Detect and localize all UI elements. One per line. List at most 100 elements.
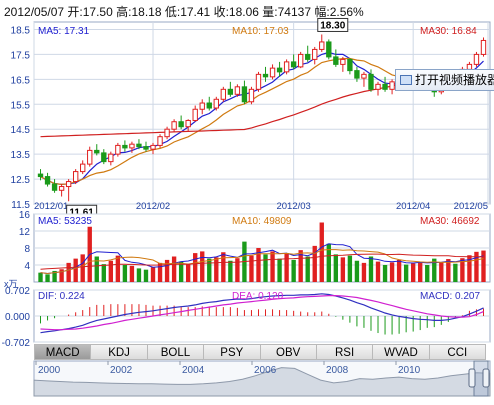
overview-year-label: 2006 — [254, 365, 277, 376]
price-tick-label: 11.5 — [11, 200, 30, 211]
tab-boll[interactable]: BOLL — [147, 344, 205, 360]
candle-body — [80, 163, 86, 173]
candle — [375, 81, 381, 96]
volume-legend-ma30: MA30: 46692 — [420, 216, 480, 227]
candle-body — [354, 70, 360, 79]
candle-body — [94, 149, 100, 154]
volume-bar — [340, 257, 346, 282]
candle-body — [37, 173, 44, 178]
candle-body — [473, 53, 480, 65]
tab-psy[interactable]: PSY — [204, 344, 261, 360]
price-legend-ma30: MA30: 16.84 — [420, 26, 477, 37]
price-tick-label: 17.5 — [11, 50, 31, 61]
open-video-player-button[interactable]: 打开视频播放器 — [395, 69, 494, 91]
volume-bar — [200, 251, 205, 282]
open-label: 开: — [67, 5, 83, 19]
candle — [58, 184, 65, 197]
volume-bar — [249, 255, 254, 282]
candle — [326, 39, 332, 60]
candle-body — [375, 83, 381, 90]
volume-bar — [45, 274, 50, 282]
candle — [312, 46, 318, 65]
candle — [269, 64, 276, 80]
volume-bar — [432, 258, 437, 282]
volume-bar — [185, 264, 191, 282]
candle — [150, 142, 156, 155]
volume-bar — [108, 260, 114, 282]
candle — [178, 115, 184, 130]
volume-bar — [368, 256, 374, 282]
date-tick-label: 2012/04 — [396, 201, 430, 212]
overview-area — [33, 367, 491, 397]
price-panel — [33, 21, 491, 205]
volume-ma-line — [40, 249, 484, 275]
candle-body — [347, 58, 353, 72]
candle — [234, 84, 241, 97]
volume-bar — [375, 261, 381, 282]
date-tick-label: 2012/05 — [454, 201, 488, 212]
price-tick-label: 14.5 — [11, 125, 31, 136]
candle-body — [220, 88, 227, 100]
volume-tick-label: 16 — [19, 210, 31, 221]
candle — [101, 149, 107, 165]
candle-body — [248, 88, 255, 103]
candle — [185, 119, 191, 132]
volume-bar — [263, 254, 268, 282]
indicator-tabs: MACD KDJ BOLL PSY OBV RSI WVAD CCI — [34, 344, 486, 360]
volume-legend-ma10: MA10: 49809 — [232, 216, 292, 227]
candle-body — [480, 39, 487, 55]
candle — [37, 169, 44, 181]
candle — [276, 61, 283, 77]
change-value: 2.56% — [329, 5, 364, 19]
candle — [192, 105, 198, 122]
volume-ma-line — [40, 253, 484, 270]
dif-line — [40, 293, 484, 334]
candle — [72, 169, 79, 185]
candle-body — [262, 73, 269, 78]
candle — [80, 160, 86, 175]
candle — [199, 99, 205, 115]
volume-bar — [52, 270, 57, 282]
candle — [136, 139, 142, 150]
volume-bar — [425, 265, 430, 282]
overview-left-handle[interactable] — [468, 368, 476, 388]
candle-body — [178, 121, 184, 128]
candle — [368, 69, 374, 92]
candle — [347, 58, 353, 75]
overview-year-label: 2000 — [38, 365, 61, 376]
tab-wvad[interactable]: WVAD — [373, 344, 430, 360]
candle — [115, 142, 121, 157]
high-label: 高: — [116, 5, 132, 19]
volume-bar — [80, 254, 85, 282]
candle — [283, 59, 290, 75]
candle-body — [326, 41, 332, 58]
candle-body — [283, 61, 290, 73]
candle — [220, 86, 227, 102]
candle-body — [199, 102, 205, 110]
tab-rsi[interactable]: RSI — [316, 344, 374, 360]
candle-body — [361, 73, 367, 79]
candle-body — [340, 58, 346, 65]
overview-year-label: 2002 — [110, 365, 133, 376]
candle-body — [136, 143, 142, 148]
low-price-annotation: 11.61 — [69, 207, 94, 218]
candle-body — [319, 41, 325, 50]
tab-obv[interactable]: OBV — [260, 344, 317, 360]
candle — [157, 134, 163, 148]
candle-body — [213, 98, 219, 109]
tab-kdj[interactable]: KDJ — [91, 344, 148, 360]
volume-bar — [403, 264, 409, 282]
volume-bar — [326, 243, 331, 282]
overview-right-handle[interactable] — [482, 368, 490, 388]
date-tick-label: 2012/01 — [34, 201, 68, 212]
quote-header: 2012/05/07 开:17.50 高:18.18 低:17.41 收:18.… — [4, 3, 364, 20]
volume-tick-label: 4 — [24, 261, 30, 272]
price-tick-label: 18.5 — [11, 25, 31, 36]
candle-body — [101, 152, 107, 163]
tab-macd[interactable]: MACD — [34, 344, 92, 360]
volume-bar — [73, 258, 78, 282]
volume-bar — [312, 245, 317, 282]
tab-cci[interactable]: CCI — [429, 344, 486, 360]
volume-bar — [66, 262, 71, 282]
